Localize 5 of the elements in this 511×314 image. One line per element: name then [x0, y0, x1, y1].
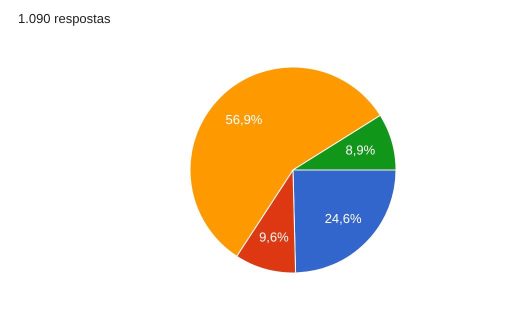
data-label: 24,6%: [324, 210, 362, 226]
data-label: 9,6%: [259, 229, 290, 244]
data-label: 56,9%: [226, 112, 263, 128]
data-label: 8,9%: [346, 142, 376, 158]
text: 1.090 respostas: [18, 11, 112, 26]
